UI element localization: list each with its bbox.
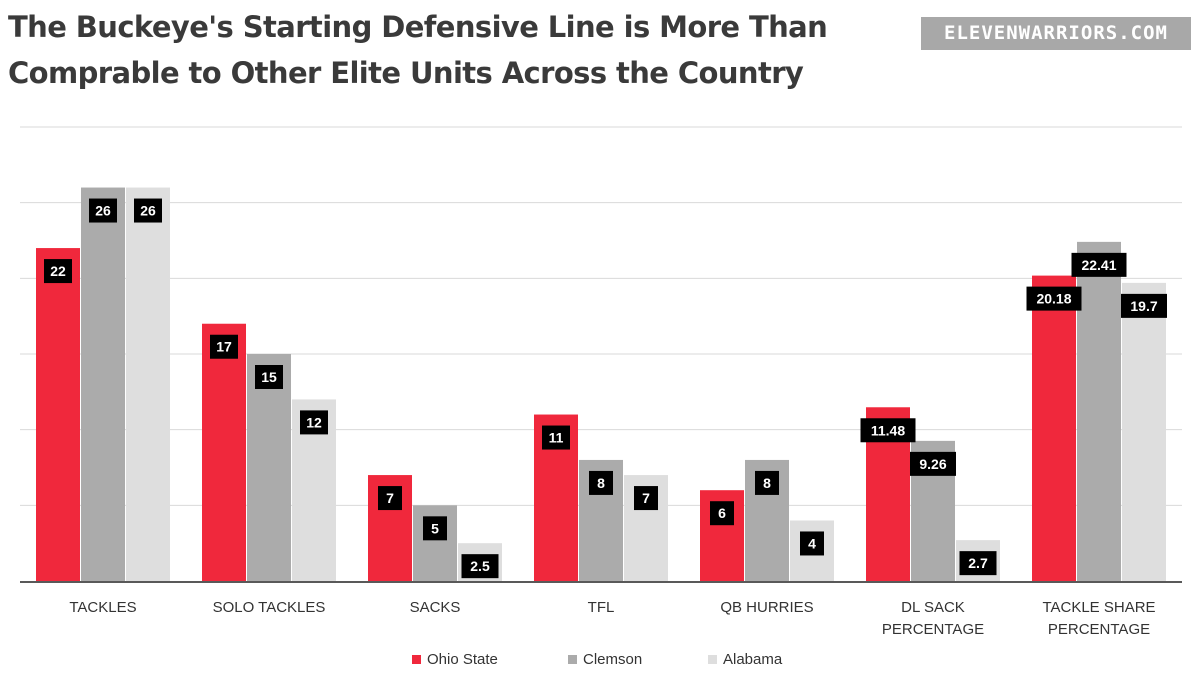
data-label: 11.48 bbox=[871, 422, 905, 438]
data-label-box bbox=[378, 486, 402, 511]
data-label-box bbox=[910, 451, 956, 476]
legend-item: Ohio State bbox=[412, 651, 498, 668]
bar bbox=[202, 323, 246, 581]
x-tick-labels: TACKLES SOLO TACKLES SACKS TFL QB HURRIES DL … bbox=[69, 599, 1155, 638]
x-tick-label: TACKLES bbox=[69, 599, 136, 616]
bar bbox=[36, 248, 80, 582]
legend-item: Alabama bbox=[708, 651, 782, 668]
bar bbox=[247, 354, 291, 581]
legend-label: Clemson bbox=[583, 651, 643, 668]
gridlines bbox=[20, 126, 1182, 506]
data-label: 6 bbox=[718, 505, 726, 521]
bars bbox=[36, 187, 1166, 582]
data-label: 11 bbox=[549, 430, 564, 446]
data-label-box bbox=[44, 259, 72, 284]
data-label-box bbox=[461, 554, 499, 579]
data-label-box bbox=[860, 418, 916, 443]
legend-swatch bbox=[412, 655, 421, 664]
bar bbox=[1122, 282, 1166, 581]
data-label-box bbox=[755, 470, 779, 495]
x-tick-label: TFL bbox=[588, 599, 615, 616]
data-label: 5 bbox=[431, 520, 439, 536]
data-label-box bbox=[959, 551, 997, 576]
data-label-box bbox=[89, 198, 117, 223]
data-label-box bbox=[800, 531, 824, 556]
chart-title: The Buckeye's Starting Defensive Line is… bbox=[8, 4, 888, 96]
data-label-box bbox=[300, 410, 328, 435]
data-label: 26 bbox=[95, 203, 111, 219]
data-label: 2.7 bbox=[968, 555, 988, 571]
x-tick-label: DL SACK bbox=[901, 599, 965, 616]
data-label-box bbox=[423, 516, 447, 541]
legend-item: Clemson bbox=[568, 651, 642, 668]
bar bbox=[81, 187, 125, 582]
data-label: 8 bbox=[763, 475, 771, 491]
data-label: 8 bbox=[597, 475, 605, 491]
legend: Ohio State Clemson Alabama bbox=[0, 651, 1200, 673]
x-tick-label: TACKLE SHARE bbox=[1042, 599, 1155, 616]
x-tick-label: QB HURRIES bbox=[720, 599, 813, 616]
bar bbox=[126, 187, 170, 582]
data-label-box bbox=[542, 425, 570, 450]
data-label-box bbox=[710, 501, 734, 526]
data-label: 17 bbox=[216, 339, 232, 355]
x-tick-label: SACKS bbox=[410, 599, 461, 616]
bar bbox=[1032, 275, 1076, 581]
data-label: 12 bbox=[306, 414, 322, 430]
data-label: 19.7 bbox=[1130, 298, 1157, 314]
data-label: 2.5 bbox=[470, 558, 490, 574]
bar bbox=[1077, 241, 1121, 581]
data-label-box bbox=[634, 486, 658, 511]
data-label: 9.26 bbox=[919, 456, 946, 472]
data-label-box bbox=[210, 334, 238, 359]
data-label: 20.18 bbox=[1036, 291, 1071, 307]
data-label: 4 bbox=[808, 535, 816, 551]
x-tick-label: SOLO TACKLES bbox=[213, 599, 326, 616]
data-label: 26 bbox=[140, 203, 156, 219]
data-label: 7 bbox=[642, 490, 650, 506]
data-label: 22.41 bbox=[1081, 257, 1116, 273]
data-label: 15 bbox=[261, 369, 277, 385]
data-label-box bbox=[589, 470, 613, 495]
chart-title-line-2: Comprable to Other Elite Units Across th… bbox=[8, 56, 804, 90]
data-label-box bbox=[134, 198, 162, 223]
data-label-box bbox=[1121, 293, 1167, 318]
data-label: 22 bbox=[50, 263, 66, 279]
elevenwarriors-logo: ELEVENWARRIORS.COM bbox=[921, 17, 1191, 50]
chart-title-line-1: The Buckeye's Starting Defensive Line is… bbox=[8, 10, 828, 44]
legend-label: Alabama bbox=[723, 651, 783, 668]
data-labels: 22 26 26 17 15 12 7 5 2.5 11 8 7 6 8 4 11.48 9.26 2.7 20.1… bbox=[44, 198, 1167, 579]
x-tick-label: PERCENTAGE bbox=[882, 621, 984, 638]
legend-label: Ohio State bbox=[427, 651, 498, 668]
data-label: 7 bbox=[386, 490, 394, 506]
legend-swatch bbox=[708, 655, 717, 664]
data-label-box bbox=[255, 365, 283, 389]
x-tick-label: PERCENTAGE bbox=[1048, 621, 1150, 638]
data-label-box bbox=[1071, 252, 1127, 277]
data-label-box bbox=[1026, 286, 1082, 311]
legend-swatch bbox=[568, 655, 577, 664]
